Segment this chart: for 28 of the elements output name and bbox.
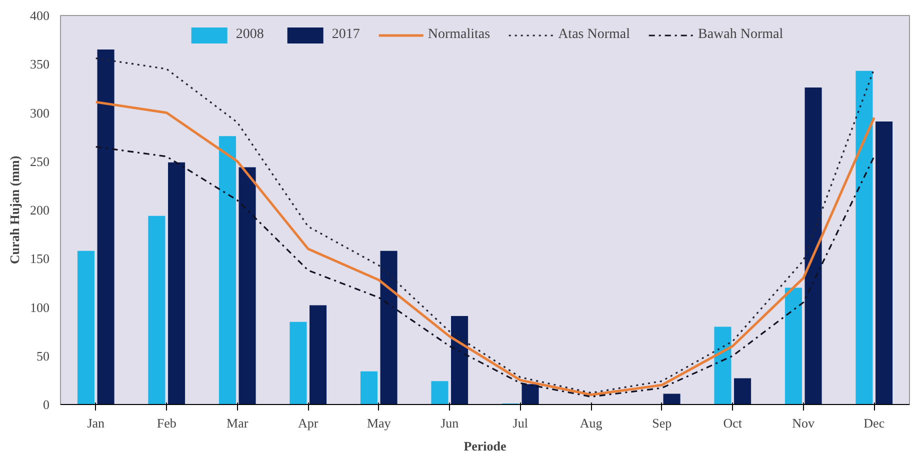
y-tick-label: 250: [30, 154, 50, 169]
x-axis-title: Periode: [464, 438, 507, 454]
y-tick-label: 100: [30, 300, 50, 315]
legend-label: Normalitas: [428, 27, 490, 43]
legend-label: Bawah Normal: [698, 27, 784, 43]
legend-label: 2008: [236, 27, 264, 43]
y-tick-label: 300: [30, 105, 50, 120]
y-tick-label: 50: [36, 348, 50, 364]
y-tick-label: 0: [43, 397, 50, 412]
x-tick-label: Apr: [298, 416, 319, 430]
y-tick-label: 350: [30, 56, 50, 72]
y-tick-label: 400: [30, 8, 50, 23]
legend-label: Atas Normal: [558, 27, 630, 43]
x-tick-label: May: [366, 416, 392, 430]
x-tick-label: Jan: [87, 416, 106, 430]
x-tick-label: Aug: [580, 416, 603, 430]
x-tick-label: Mar: [226, 416, 249, 430]
x-tick-label: Jul: [512, 416, 528, 430]
x-tick-label: Dec: [864, 416, 885, 430]
x-tick-label: Jun: [440, 416, 460, 430]
y-axis-title: Curah Hujan (mm): [7, 156, 22, 264]
legend-label: 2017: [332, 27, 360, 43]
x-tick-label: Feb: [156, 416, 176, 430]
y-tick-label: 200: [30, 202, 50, 218]
y-tick-label: 150: [30, 251, 50, 266]
x-tick-label: Sep: [652, 416, 672, 430]
x-tick-label: Oct: [723, 416, 742, 430]
x-tick-label: Nov: [792, 416, 816, 430]
